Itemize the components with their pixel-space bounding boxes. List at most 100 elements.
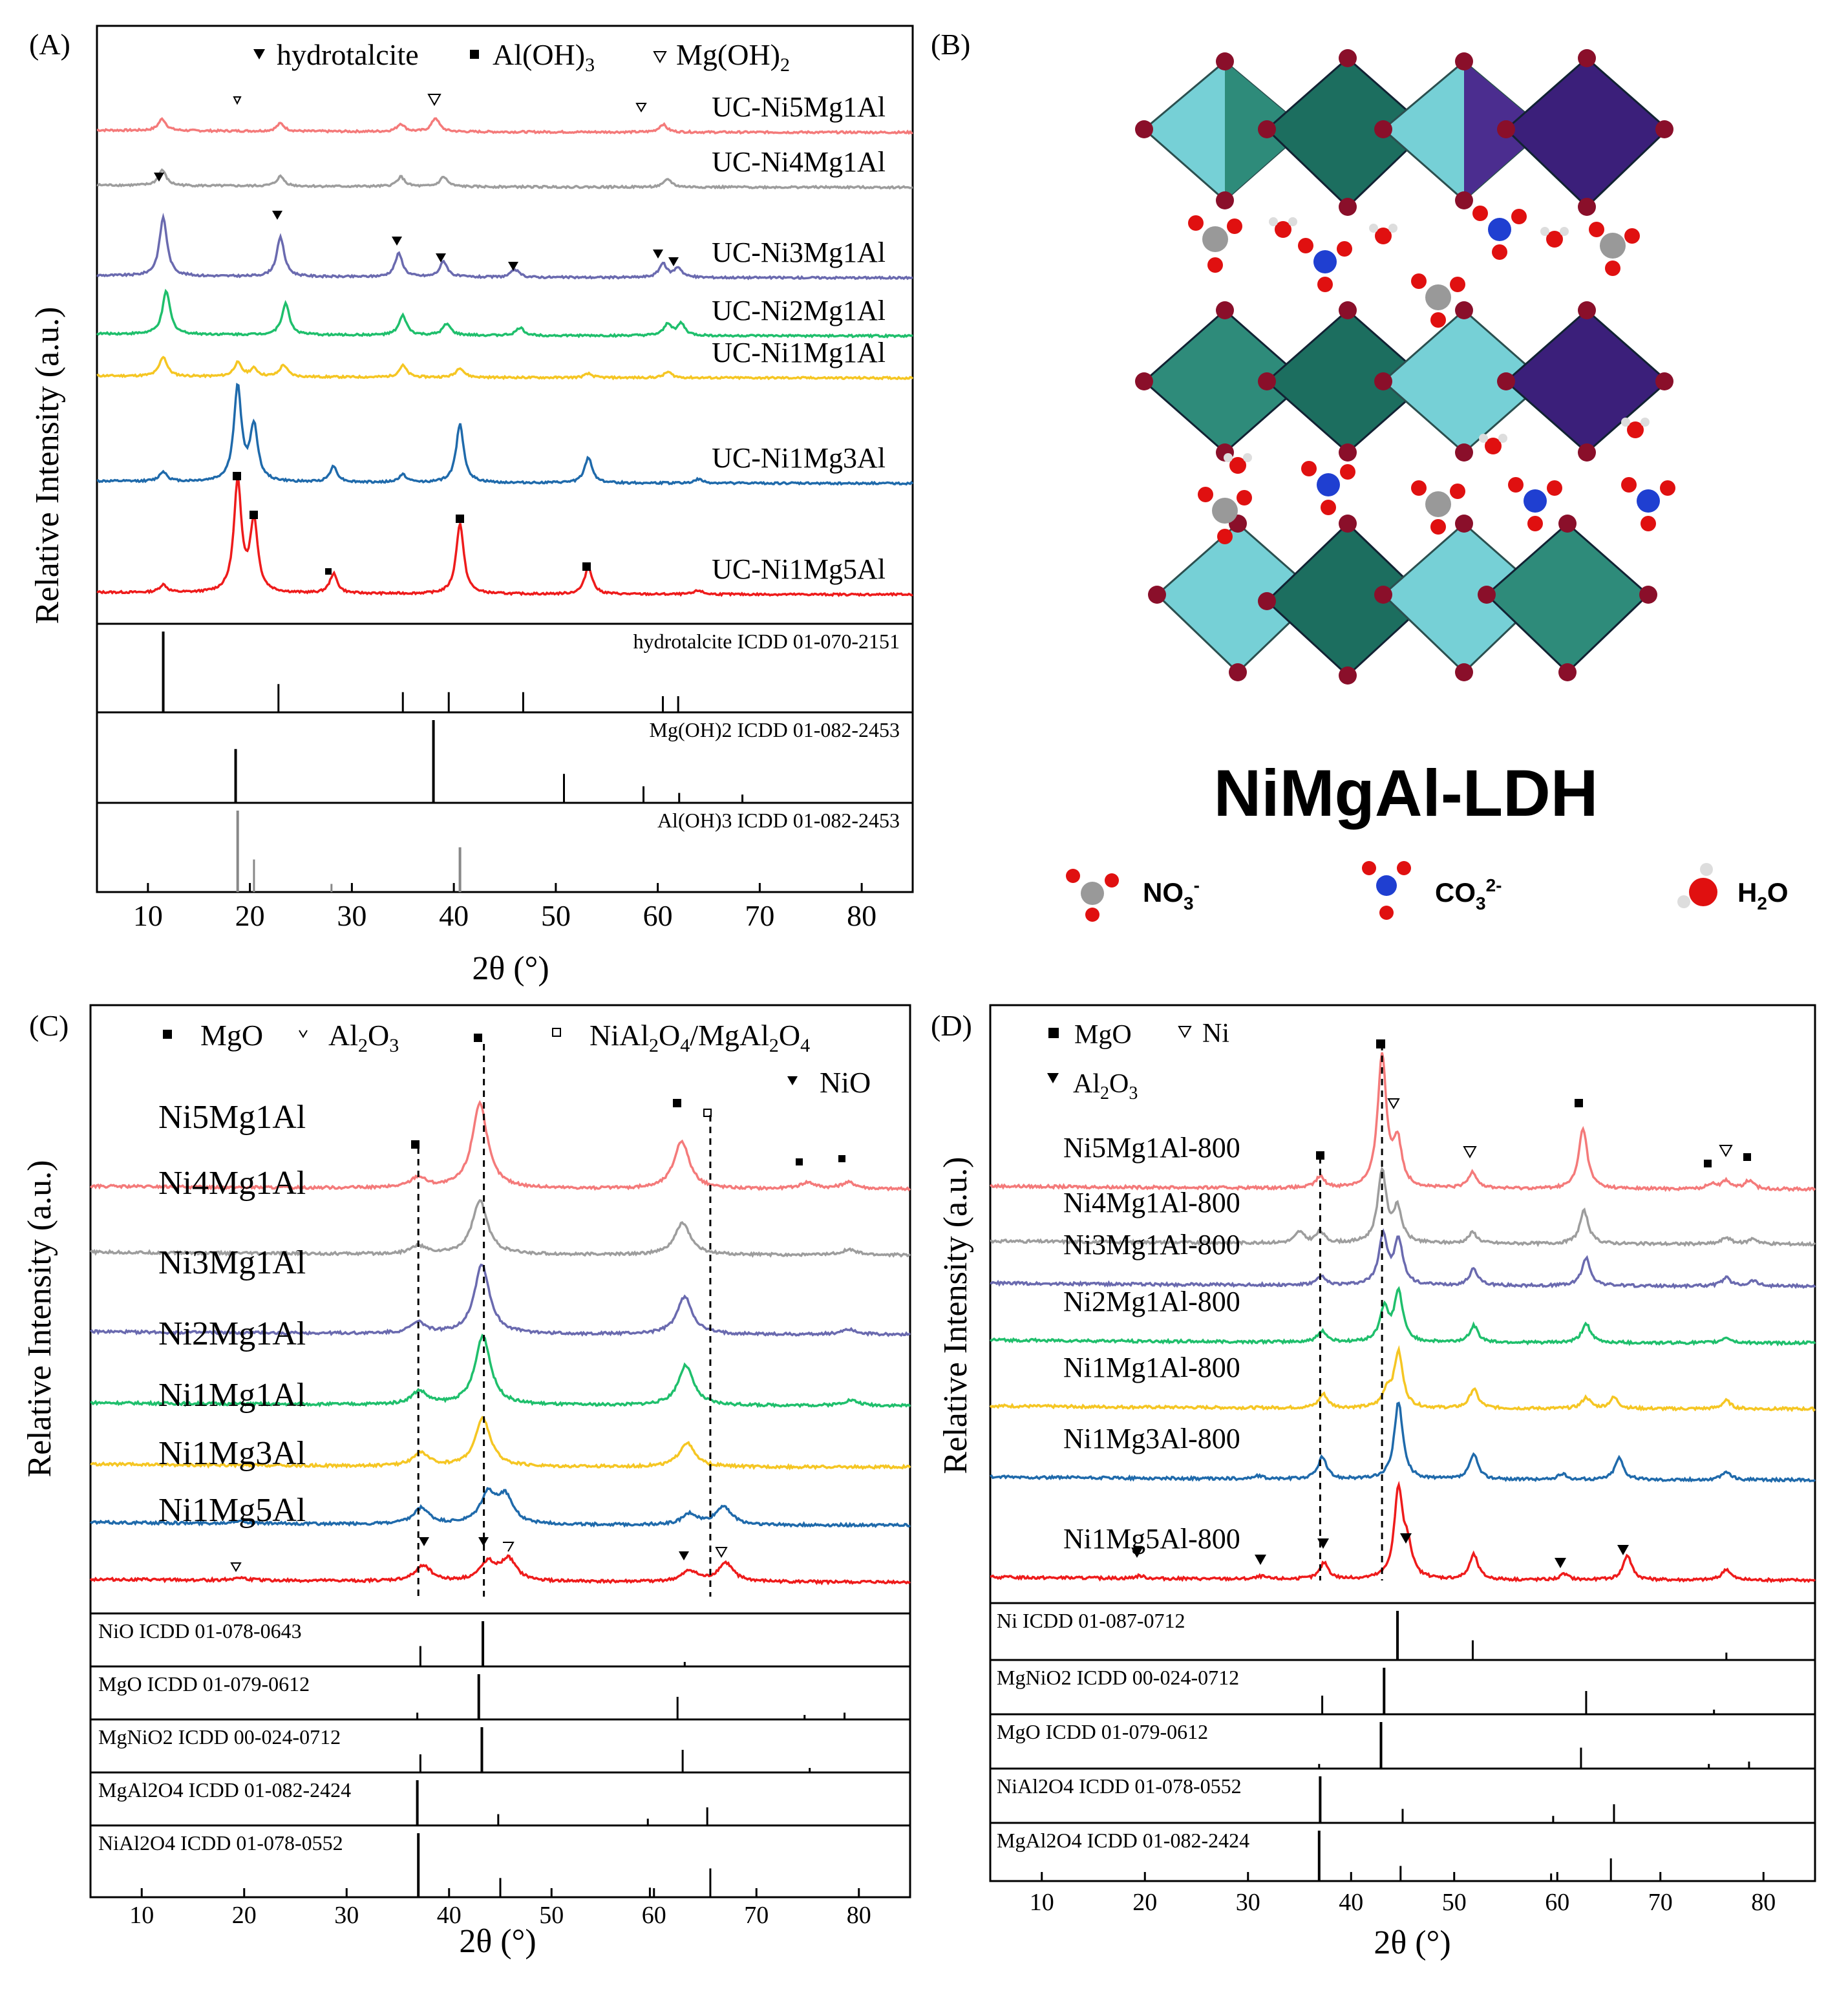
carbonate-molecule-icon [1301, 461, 1355, 515]
legend-co3-sub: 3 [1476, 893, 1486, 913]
series-label-ni4mg1al-800: Ni4Mg1Al-800 [1063, 1187, 1240, 1218]
x-tick-label: 50 [539, 1902, 564, 1929]
panel-d-references: Ni ICDD 01-087-0712 MgNiO2 ICDD 00-024-07… [997, 1609, 1750, 1881]
oxygen-atom [1455, 52, 1473, 70]
legend-h2o: H2O [1737, 877, 1789, 913]
legend-h2o-text: H [1737, 877, 1757, 908]
x-tick-label: 30 [1236, 1889, 1260, 1916]
oxygen-atom [1135, 372, 1153, 390]
series-label-ni1mg1al-800: Ni1Mg1Al-800 [1063, 1352, 1240, 1383]
x-tick-label: 10 [129, 1902, 154, 1929]
series-label-ni4mg1al: Ni4Mg1Al [158, 1165, 306, 1202]
c-marker-mgo-1 [474, 1034, 482, 1042]
carbonate-molecule-icon [1472, 206, 1527, 260]
c-marker-mgo-5 [838, 1155, 845, 1162]
oxygen-atom [1455, 515, 1473, 533]
series-line-ni1mg1al [90, 1416, 911, 1471]
oxygen-atom [1258, 120, 1276, 138]
reference-label: MgAl2O4 ICDD 01-082-2424 [98, 1778, 351, 1802]
d-marker-ni-3 [1719, 1145, 1733, 1158]
panel-d-frame [989, 1004, 1816, 1882]
panel-a-peak-markers [154, 94, 679, 575]
panel-c-legend: MgO Al2O3 NiAl2O4/MgAl2O4 NiO [163, 1019, 871, 1099]
mgo-marker-icon [1048, 1028, 1059, 1038]
x-tick-label: 10 [1030, 1889, 1054, 1916]
legend-al2o3-text: Al [1073, 1069, 1100, 1099]
panel-d-tag: (D) [931, 1009, 972, 1042]
d-marker-ni-2 [1463, 1146, 1477, 1159]
x-tick-label: 20 [1132, 1889, 1157, 1916]
x-tick-label: 60 [1545, 1889, 1569, 1916]
panel-a-legend: hydrotalcite Al(OH)3 Mg(OH)2 [253, 38, 790, 76]
legend-no3-text: NO [1143, 877, 1184, 908]
al2o3-marker-icon [1047, 1073, 1059, 1083]
oxygen-atom [1135, 120, 1153, 138]
legend-al2o3-sub1: 2 [1100, 1083, 1109, 1103]
oxygen-atom [1655, 372, 1673, 390]
oxygen-atom [1216, 52, 1234, 70]
panel-d-guide-lines [1319, 1044, 1383, 1580]
reference-label: MgNiO2 ICDD 00-024-0712 [98, 1725, 341, 1749]
oxygen-atom [1578, 49, 1596, 67]
a-marker-mgoh2-2 [427, 94, 441, 107]
a-marker-aloh3-3 [325, 568, 332, 575]
oxygen-atom [1558, 663, 1577, 681]
mgoh2-marker-icon [653, 51, 667, 64]
oxygen-atom [1578, 301, 1596, 319]
oxygen-atom [1216, 301, 1234, 319]
reference-label: NiAl2O4 ICDD 01-078-0552 [98, 1831, 343, 1855]
series-line-ni1mg5al [89, 1554, 911, 1586]
carbonate-legend-icon [1362, 861, 1411, 920]
legend-spinel-8: 4 [800, 1035, 810, 1056]
ldh-layer-top [1142, 57, 1670, 209]
mgo-marker-icon [163, 1030, 172, 1039]
nio-marker-icon [787, 1076, 798, 1085]
oxygen-atom [1478, 586, 1496, 604]
a-marker-ht-3 [392, 237, 402, 246]
oxygen-atom [1455, 191, 1473, 209]
series-line-ni4mg1al [89, 1199, 911, 1258]
oxygen-atom [1497, 372, 1515, 390]
oxygen-atom [1374, 120, 1392, 138]
octahedron-icon [1504, 57, 1670, 209]
carbonate-molecule-icon [1621, 477, 1675, 531]
panel-a: (A) UC-Ni5Mg1AlUC-Ni4Mg1AlUC-Ni3Mg1AlUC-… [29, 25, 914, 987]
panel-c-xlabel: 2θ (°) [459, 1923, 536, 1960]
d-marker-mgo-4 [1704, 1160, 1712, 1167]
legend-hydrotalcite: hydrotalcite [277, 38, 419, 71]
octahedron-icon [1485, 522, 1650, 674]
legend-al2o3-sub2: 3 [389, 1035, 399, 1056]
c-marker-nio-2 [478, 1537, 489, 1546]
legend-spinel: NiAl2O4/MgAl2O4 [589, 1019, 810, 1056]
legend-spinel-6: 2 [769, 1035, 779, 1056]
series-line-ni1mg1al-800 [989, 1345, 1816, 1412]
reference-label: MgO ICDD 01-079-0612 [98, 1672, 310, 1696]
a-marker-ht-7 [668, 257, 679, 266]
series-label-uc-ni5mg1al: UC-Ni5Mg1Al [712, 91, 886, 123]
oxygen-atoms [1135, 49, 1673, 685]
aloh3-marker-icon [470, 50, 479, 59]
d-marker-al2o3-6 [1617, 1545, 1629, 1555]
c-marker-al2o3-2 [715, 1547, 728, 1558]
al2o3-marker-icon [299, 1030, 308, 1038]
series-line-uc-ni2mg1al [96, 288, 913, 339]
panel-a-xlabel: 2θ (°) [472, 950, 549, 987]
nitrate-molecule-icon [1188, 215, 1242, 273]
d-marker-mgo-2 [1316, 1151, 1324, 1160]
water-molecule-icon [1224, 453, 1252, 474]
panel-d-x-axis: 10 20 30 40 50 60 70 80 [1030, 1872, 1776, 1916]
reference-label: MgNiO2 ICDD 00-024-0712 [997, 1666, 1239, 1689]
water-molecule-icon [1540, 227, 1569, 248]
oxygen-atom [1455, 663, 1473, 681]
carbonate-molecule-icon [1298, 238, 1352, 292]
water-molecule-icon [1621, 418, 1650, 438]
oxygen-atom [1655, 120, 1673, 138]
reference-label: Ni ICDD 01-087-0712 [997, 1609, 1185, 1632]
carbonate-molecule-icon [1508, 477, 1562, 531]
panel-c-series: Ni5Mg1Al Ni4Mg1Al Ni3Mg1Al Ni2Mg1Al Ni1Mg1Al… [89, 1099, 911, 1586]
reference-label: hydrotalcite ICDD 01-070-2151 [633, 630, 900, 653]
series-line-uc-ni1mg1al [96, 356, 914, 381]
d-marker-al2o3-1 [1131, 1548, 1143, 1558]
series-label-ni1mg5al-800: Ni1Mg5Al-800 [1063, 1523, 1240, 1555]
oxygen-atom [1455, 301, 1473, 319]
